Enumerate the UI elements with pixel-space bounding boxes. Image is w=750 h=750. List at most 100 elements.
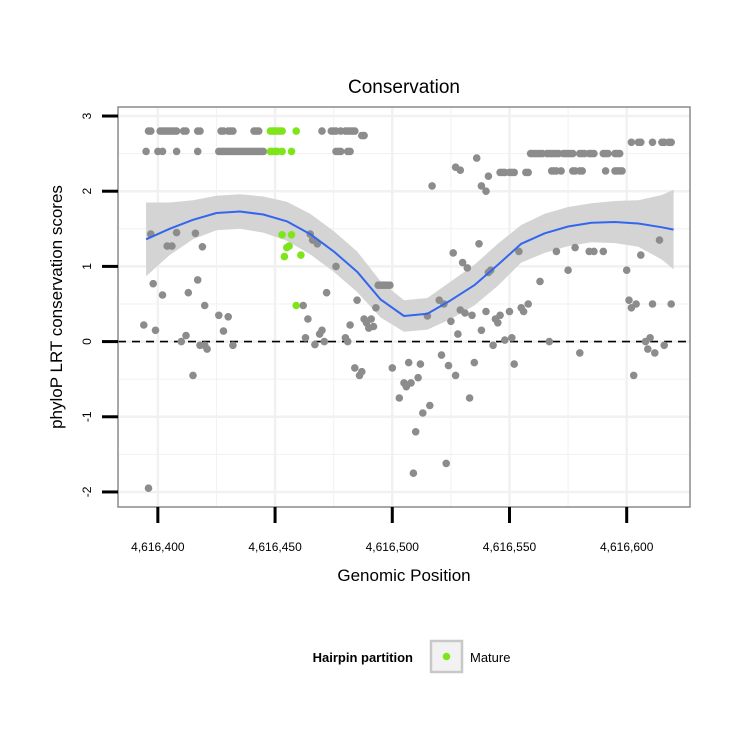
- other-point: [351, 364, 359, 372]
- other-point: [475, 240, 483, 248]
- other-point: [182, 331, 190, 340]
- legend-label-mature: Mature: [470, 650, 510, 665]
- other-point: [660, 341, 668, 350]
- other-point: [651, 349, 659, 357]
- y-tick-label: -2: [80, 486, 94, 497]
- legend-title: Hairpin partition: [313, 650, 413, 665]
- other-point: [442, 459, 451, 468]
- other-point: [219, 327, 228, 335]
- x-tick-label: 4,616,600: [600, 540, 654, 554]
- other-point: [301, 334, 310, 342]
- plot-frame: [117, 106, 691, 508]
- other-point: [358, 367, 366, 376]
- other-point: [449, 249, 458, 257]
- other-point: [407, 379, 415, 387]
- other-point: [655, 236, 664, 244]
- y-tick-label: 3: [80, 112, 94, 119]
- mature-point: [278, 127, 286, 135]
- other-point: [372, 304, 380, 312]
- other-point: [224, 313, 232, 321]
- other-point: [191, 229, 200, 238]
- other-point: [458, 258, 467, 267]
- other-point: [564, 266, 572, 275]
- y-tick-label: 0: [80, 338, 94, 345]
- other-point: [172, 127, 181, 135]
- other-point: [198, 243, 207, 251]
- smooth-trend-line: [145, 210, 674, 317]
- other-point: [646, 334, 654, 342]
- other-point: [637, 251, 645, 259]
- data-points: [140, 127, 675, 493]
- other-point: [463, 264, 472, 272]
- other-point: [510, 360, 518, 368]
- x-tick-label: 4,616,400: [131, 540, 185, 554]
- other-point: [182, 127, 190, 135]
- other-point: [477, 182, 486, 190]
- other-point: [158, 291, 167, 299]
- other-point: [552, 247, 561, 256]
- other-point: [299, 301, 308, 310]
- legend-key-mature-point: [442, 652, 451, 661]
- other-point: [184, 288, 193, 297]
- other-point: [648, 138, 657, 147]
- other-point: [599, 247, 608, 256]
- other-point: [444, 361, 453, 370]
- other-point: [311, 340, 319, 349]
- other-point: [505, 307, 514, 316]
- y-tick-label: 2: [80, 188, 94, 195]
- other-point: [428, 182, 436, 190]
- other-point: [508, 334, 516, 342]
- other-point: [254, 127, 263, 135]
- other-point: [454, 330, 462, 338]
- other-point: [510, 168, 518, 177]
- mature-point: [285, 242, 293, 250]
- chart-title: Conservation: [348, 77, 460, 98]
- other-point: [229, 127, 237, 135]
- mature-point: [292, 127, 301, 135]
- other-point: [477, 326, 486, 335]
- other-point: [336, 147, 345, 156]
- other-point: [215, 311, 223, 320]
- other-point: [196, 127, 204, 135]
- confidence-band: [146, 189, 674, 332]
- other-point: [615, 149, 624, 158]
- other-point: [489, 341, 497, 350]
- other-point: [519, 307, 528, 316]
- other-point: [496, 311, 504, 320]
- other-point: [667, 138, 675, 147]
- other-point: [557, 167, 565, 175]
- other-point: [172, 147, 181, 156]
- other-point: [229, 341, 237, 350]
- x-tick-label: 4,616,550: [483, 540, 537, 554]
- other-point: [144, 484, 153, 493]
- x-axis-ticks: 4,616,400 4,616,450 4,616,500 4,616,550 4,61…: [131, 507, 654, 554]
- other-point: [177, 337, 186, 346]
- other-point: [151, 326, 160, 335]
- other-point: [140, 321, 148, 329]
- other-point: [601, 167, 610, 175]
- other-point: [465, 394, 474, 402]
- other-point: [637, 138, 645, 147]
- other-point: [571, 243, 579, 252]
- other-point: [648, 300, 657, 308]
- other-point: [604, 149, 612, 158]
- x-tick-label: 4,616,450: [248, 540, 302, 554]
- other-point: [304, 315, 312, 323]
- other-point: [447, 317, 455, 326]
- y-tick-label: 1: [80, 263, 94, 270]
- other-point: [414, 373, 422, 382]
- other-point: [472, 154, 481, 162]
- other-point: [404, 358, 413, 367]
- other-point: [411, 428, 420, 436]
- other-point: [494, 319, 502, 327]
- other-point: [351, 127, 359, 135]
- other-point: [318, 326, 326, 335]
- other-point: [367, 315, 376, 323]
- other-point: [632, 300, 640, 308]
- other-point: [142, 147, 150, 156]
- other-point: [515, 247, 523, 256]
- other-point: [578, 167, 586, 175]
- other-point: [172, 228, 181, 237]
- other-point: [259, 147, 268, 156]
- other-point: [149, 279, 157, 288]
